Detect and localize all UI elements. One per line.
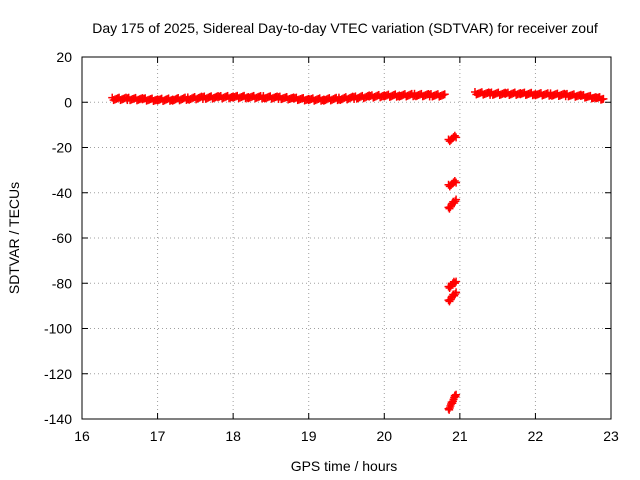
data-point (445, 204, 454, 213)
x-tick-label: 19 (301, 428, 317, 444)
series-segment (444, 390, 461, 414)
series-outlier-tracks (444, 131, 461, 414)
y-tick-label: -120 (44, 366, 72, 382)
y-tick-label: -60 (52, 230, 72, 246)
data-point (451, 197, 460, 206)
x-tick-label: 23 (603, 428, 619, 444)
data-point (451, 290, 460, 299)
data-point (452, 195, 461, 204)
data-point (452, 390, 461, 399)
y-tick-label: 0 (64, 94, 72, 110)
y-axis-label: SDTVAR / TECUs (6, 182, 22, 294)
data-point (445, 297, 454, 306)
series-segment (444, 176, 461, 191)
x-tick-label: 22 (528, 428, 544, 444)
plot-frame (81, 56, 612, 420)
data-point (446, 202, 455, 211)
data-point (450, 199, 459, 207)
x-tick-label: 16 (74, 428, 90, 444)
data-marks (108, 88, 608, 414)
data-point (440, 90, 449, 99)
x-tick-label: 20 (376, 428, 392, 444)
x-axis-label: GPS time / hours (291, 458, 398, 474)
data-point (450, 279, 459, 288)
x-tick-label: 18 (225, 428, 241, 444)
series-segment (444, 277, 461, 293)
series-segment (444, 195, 461, 213)
data-point (452, 178, 461, 187)
y-tick-label: -20 (52, 140, 72, 156)
y-tick-label: 20 (56, 49, 72, 65)
data-point (450, 176, 459, 185)
x-tick-label: 17 (150, 428, 166, 444)
data-point (450, 131, 459, 140)
data-point (452, 277, 461, 286)
axis-ticks: 16 17 18 19 20 21 22 23 20 0 -20 -40 -60 -80 -100 -120 -… (44, 49, 619, 444)
chart-title: Day 175 of 2025, Sidereal Day-to-day VTE… (92, 20, 598, 36)
series-segment (444, 288, 461, 306)
y-tick-label: -140 (44, 411, 72, 427)
data-point (452, 133, 461, 142)
series-segment (108, 89, 449, 106)
y-tick-label: -80 (52, 275, 72, 291)
x-tick-label: 21 (452, 428, 468, 444)
series-segment (444, 131, 461, 146)
data-point (450, 291, 459, 300)
grid-lines (82, 57, 611, 419)
data-point (452, 288, 461, 297)
data-point (599, 94, 608, 103)
data-point (446, 295, 455, 304)
series-main-band (108, 88, 608, 106)
series-segment (470, 88, 608, 104)
y-tick-label: -40 (52, 185, 72, 201)
y-tick-label: -100 (44, 321, 72, 337)
